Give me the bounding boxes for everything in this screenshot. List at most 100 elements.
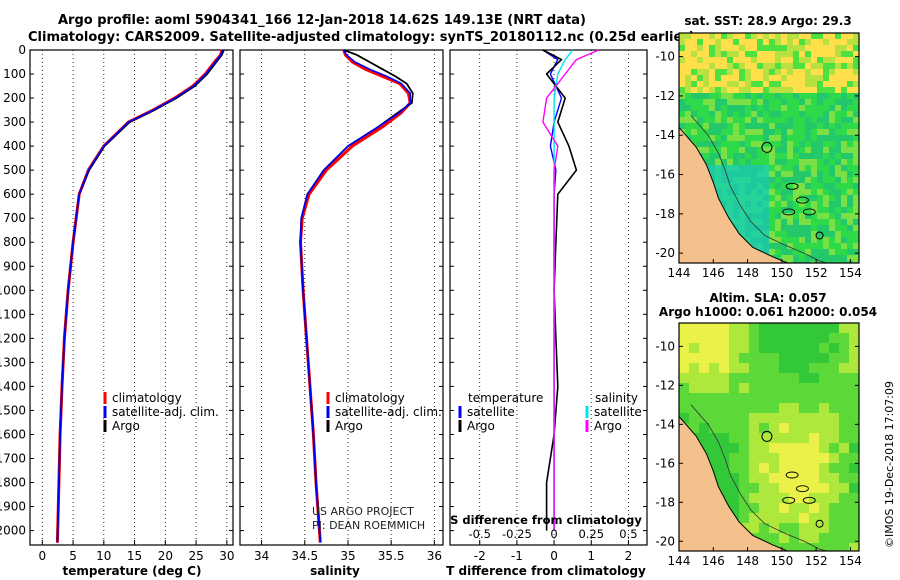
map-cell [819, 343, 830, 354]
map-cell [847, 111, 854, 118]
map-cell [727, 123, 734, 130]
map-cell [829, 201, 836, 208]
map-cell [751, 165, 758, 172]
map-cell [841, 63, 848, 70]
map-cell [759, 453, 770, 464]
map-cell [745, 33, 752, 40]
map-cell [835, 93, 842, 100]
map-cell [697, 87, 704, 94]
map-cell [721, 75, 728, 82]
map-cell [781, 165, 788, 172]
map-cell [699, 413, 710, 424]
map-cell [763, 177, 770, 184]
credit-line1: US ARGO PROJECT [312, 505, 414, 518]
map-cell [847, 213, 854, 220]
map-cell [839, 513, 850, 524]
map-cell [789, 513, 800, 524]
map-y-tick-label: -12 [655, 378, 675, 392]
map-cell [819, 363, 830, 374]
temperature-legend: climatology satellite-adj. clim. Argo [103, 391, 219, 433]
map-cell [697, 33, 704, 40]
map-cell [769, 343, 780, 354]
map-cell [789, 353, 800, 364]
map-cell [799, 147, 806, 154]
map-cell [809, 333, 820, 344]
map-cell [727, 111, 734, 118]
map-cell [751, 231, 758, 238]
map-y-tick-label: -16 [655, 168, 675, 182]
map-cell [847, 237, 854, 244]
map-cell [841, 93, 848, 100]
map-cell [849, 383, 859, 394]
map-cell [817, 57, 824, 64]
map-cell [679, 111, 686, 118]
map-cell [733, 141, 740, 148]
map-x-tick-label: 152 [805, 266, 828, 280]
other-float-marker [815, 519, 824, 528]
depth-tick-label: 800 [3, 235, 26, 249]
map-cell [847, 147, 854, 154]
map-cell [853, 129, 859, 136]
map-x-tick-label: 144 [668, 554, 691, 568]
map-cell [763, 33, 770, 40]
map-cell [697, 69, 704, 76]
map-cell [819, 523, 830, 534]
map-cell [835, 105, 842, 112]
map-cell [849, 323, 859, 334]
map-cell [685, 63, 692, 70]
map-cell [799, 213, 806, 220]
map-cell [751, 39, 758, 46]
map-cell [853, 39, 859, 46]
map-cell [699, 423, 710, 434]
map-x-tick-label: 154 [839, 266, 862, 280]
map-cell [763, 147, 770, 154]
map-cell [799, 45, 806, 52]
map-cell [793, 237, 800, 244]
map-cell [829, 333, 840, 344]
map-cell [739, 159, 746, 166]
map-cell [799, 171, 806, 178]
map-cell [769, 129, 776, 136]
map-cell [799, 117, 806, 124]
map-cell [805, 195, 812, 202]
legend-s-satellite: satellite [594, 405, 642, 419]
map-cell [729, 403, 740, 414]
map-cell [709, 403, 720, 414]
map-cell [839, 383, 850, 394]
map-cell [809, 433, 820, 444]
map-cell [733, 123, 740, 130]
map-cell [697, 51, 704, 58]
map-cell [715, 75, 722, 82]
map-cell [823, 75, 830, 82]
x-tick-label: 36 [427, 549, 442, 563]
map-cell [799, 237, 806, 244]
map-x-tick-label: 154 [839, 554, 862, 568]
map-cell [819, 513, 830, 524]
map-cell [819, 433, 830, 444]
map-cell [775, 147, 782, 154]
map-cell [847, 123, 854, 130]
map-cell [799, 323, 810, 334]
map-cell [853, 261, 859, 263]
map-cell [679, 45, 686, 52]
map-cell [809, 323, 820, 334]
map-cell [781, 189, 788, 196]
map-cell [759, 523, 770, 534]
map-cell [787, 165, 794, 172]
map-cell [779, 343, 790, 354]
map-cell [781, 69, 788, 76]
map-cell [841, 201, 848, 208]
map-cell [799, 153, 806, 160]
x-tick-label: -2 [474, 549, 486, 563]
map-cell [703, 69, 710, 76]
map-cell [841, 75, 848, 82]
map-cell [679, 81, 686, 88]
map-cell [733, 153, 740, 160]
map-cell [841, 135, 848, 142]
map-cell [721, 189, 728, 196]
map-cell [679, 403, 690, 414]
map-cell [763, 231, 770, 238]
map-cell [775, 213, 782, 220]
map-cell [793, 51, 800, 58]
map-cell [759, 493, 770, 504]
